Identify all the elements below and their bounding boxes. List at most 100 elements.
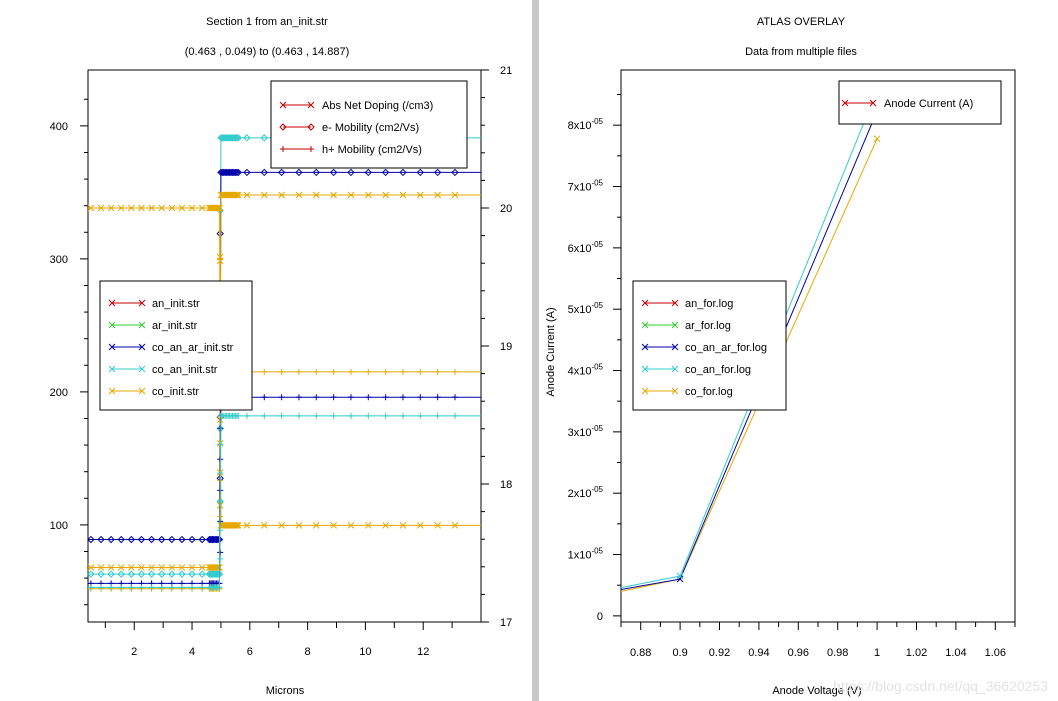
- series-marker: [416, 168, 425, 177]
- series-marker: [212, 535, 221, 544]
- left-chart: Section 1 from an_init.str (0.463 , 0.049…: [50, 16, 513, 697]
- series-marker: [260, 134, 268, 142]
- series-marker: [233, 168, 241, 177]
- series-marker: [117, 535, 125, 544]
- y-axis-label: Anode Current (A): [545, 307, 557, 396]
- series-marker: [381, 168, 390, 177]
- series-marker: [364, 522, 372, 529]
- series-marker: [188, 570, 196, 578]
- x-tick-label: 10: [359, 646, 371, 658]
- series-marker: [417, 368, 424, 375]
- series-marker: [214, 204, 222, 212]
- right-plot-panel: ATLAS OVERLAY Data from multiple files 0.8…: [539, 0, 1058, 701]
- legend-marker: [108, 365, 116, 373]
- series-line: [88, 415, 481, 588]
- series-line: [88, 396, 481, 584]
- series-marker: [108, 584, 115, 591]
- x-tick-label: 1.04: [945, 647, 966, 659]
- series-marker: [676, 575, 684, 583]
- legend-marker: [641, 321, 649, 329]
- series-marker: [399, 368, 406, 375]
- series-marker: [107, 570, 115, 578]
- y2-tick-label: 20: [500, 203, 512, 215]
- series-marker: [451, 168, 459, 177]
- series-marker: [198, 564, 206, 571]
- x-axis-label: Microns: [266, 685, 305, 697]
- series-marker: [382, 394, 389, 401]
- series-marker: [217, 441, 224, 448]
- x-tick-label: 8: [305, 646, 311, 658]
- legend-file-label: an_for.log: [685, 298, 733, 310]
- legend-file-label: co_init.str: [152, 386, 199, 398]
- series-marker: [233, 522, 241, 529]
- legend-marker: [641, 299, 649, 307]
- series-marker: [87, 564, 95, 571]
- legend-marker: [138, 321, 146, 329]
- legend-file-label: co_an_for.log: [685, 364, 751, 376]
- series-marker: [313, 412, 320, 419]
- series-marker: [278, 394, 285, 401]
- series-marker: [417, 394, 424, 401]
- series-marker: [127, 564, 135, 571]
- series-marker: [148, 204, 155, 212]
- legend-marker: [138, 387, 146, 395]
- series-marker: [382, 522, 389, 529]
- x-tick-label: 1.06: [985, 647, 1006, 659]
- series-marker: [213, 204, 220, 212]
- series-marker: [213, 564, 220, 571]
- series-marker: [188, 564, 196, 571]
- legend-marker: [108, 321, 116, 329]
- legend-marker: [279, 101, 287, 109]
- x-tick-label: 2: [131, 646, 137, 658]
- x-tick-label: 4: [189, 646, 195, 658]
- legend-marker: [671, 387, 679, 395]
- series-marker: [278, 412, 285, 419]
- series-marker: [217, 555, 224, 562]
- series-marker: [138, 564, 145, 571]
- series-marker: [243, 412, 250, 419]
- series-marker: [178, 564, 186, 571]
- series-marker: [312, 522, 320, 529]
- y-tick-label: 100: [50, 520, 68, 532]
- legend-marker: [138, 299, 146, 307]
- series-marker: [347, 191, 355, 199]
- series-marker: [347, 522, 355, 529]
- y-tick-label: 2x10-05: [568, 485, 604, 500]
- series-marker: [87, 570, 95, 578]
- series-marker: [168, 564, 176, 571]
- series-marker: [364, 168, 373, 177]
- legend-marker: [307, 101, 315, 109]
- y-tick-label: 1x10-05: [568, 547, 604, 562]
- y2-tick-label: 18: [500, 479, 512, 491]
- series-marker: [330, 191, 337, 199]
- panel-divider[interactable]: [532, 0, 539, 701]
- series-marker: [97, 570, 105, 578]
- series-marker: [178, 570, 186, 578]
- series-marker: [347, 394, 354, 401]
- y-tick-label: 7x10-05: [568, 179, 604, 194]
- series-marker: [231, 168, 240, 177]
- legend-marker: [671, 299, 679, 307]
- series-marker: [416, 191, 424, 199]
- x-tick-label: 0.94: [748, 647, 769, 659]
- series-marker: [217, 425, 224, 432]
- chart-subtitle: (0.463 , 0.049) to (0.463 , 14.887): [185, 46, 350, 58]
- legend-marker: [108, 299, 116, 307]
- series-marker: [158, 564, 166, 571]
- series-marker: [277, 168, 286, 177]
- y-tick-label: 4x10-05: [568, 363, 604, 378]
- series-marker: [168, 535, 176, 544]
- series-marker: [216, 229, 224, 238]
- series-marker: [216, 584, 223, 591]
- series-marker: [107, 204, 115, 212]
- series-marker: [451, 522, 459, 529]
- series-marker: [233, 134, 241, 142]
- series-marker: [127, 570, 136, 578]
- series-marker: [365, 412, 372, 419]
- series-marker: [399, 522, 407, 529]
- chart-subtitle: Data from multiple files: [745, 46, 857, 58]
- series-marker: [234, 168, 242, 177]
- series-marker: [330, 522, 337, 529]
- series-marker: [137, 570, 146, 578]
- series-marker: [382, 191, 389, 199]
